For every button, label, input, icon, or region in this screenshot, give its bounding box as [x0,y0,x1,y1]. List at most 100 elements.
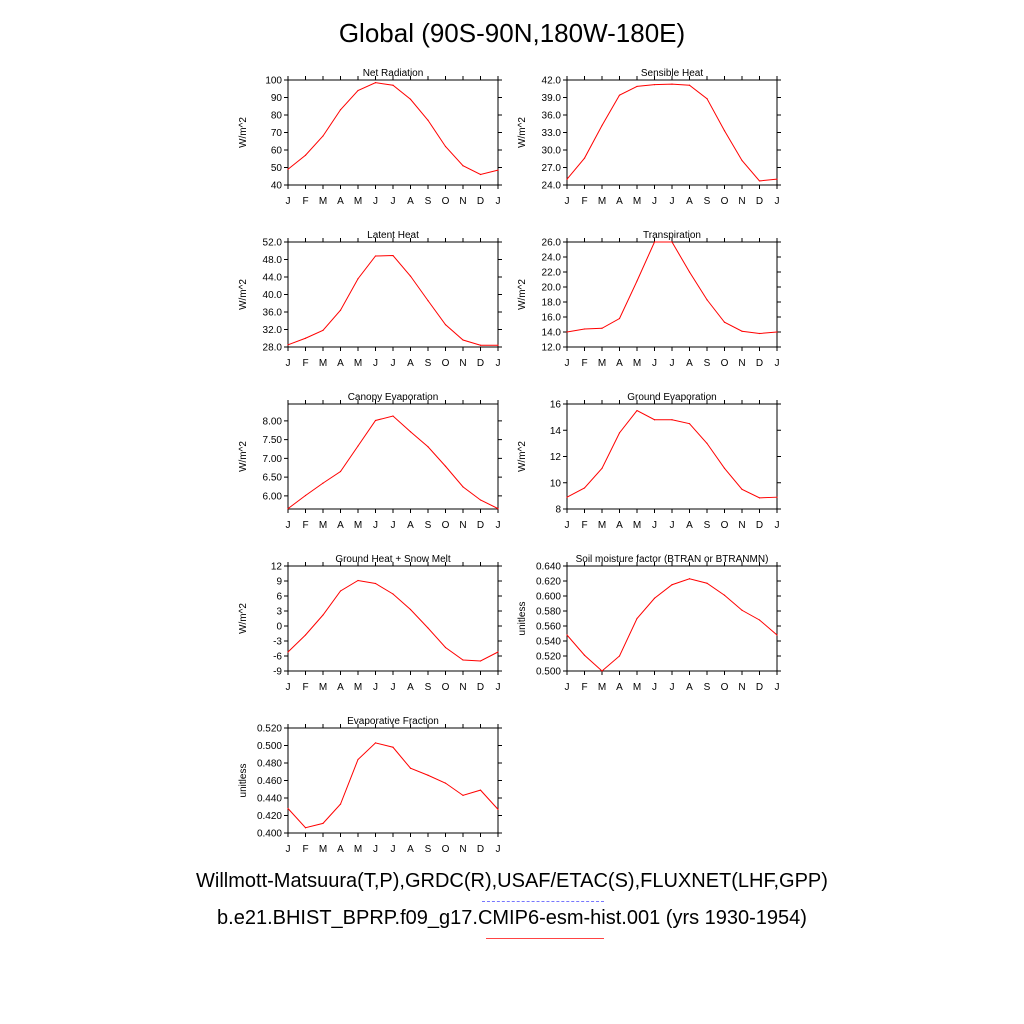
y-tick-label: 0.620 [536,577,561,588]
y-tick-label: 40.0 [263,290,283,301]
data-point [583,157,586,159]
x-tick-label: M [633,682,641,693]
x-tick-label: J [286,196,291,207]
y-tick-label: 8 [555,505,561,516]
x-tick-label: A [407,844,414,855]
data-point [374,742,377,744]
data-point [688,423,691,425]
x-tick-label: O [442,844,450,855]
x-tick-label: O [442,196,450,207]
x-tick-label: S [425,844,432,855]
x-tick-label: J [565,358,570,369]
data-point [444,145,447,148]
x-tick-label: J [652,358,657,369]
x-tick-label: J [286,844,291,855]
x-tick-label: O [721,520,729,531]
x-tick-label: D [477,358,484,369]
y-tick-label: 7.50 [263,435,283,446]
plot-frame [566,565,778,672]
data-point [497,808,499,810]
data-point [566,331,568,333]
panel-title: Canopy Evaporation [348,392,439,403]
y-tick-label: 0.500 [536,667,561,678]
x-tick-label: S [425,682,432,693]
x-tick-label: A [686,520,693,531]
data-point [322,329,324,331]
x-tick-label: M [354,682,362,693]
data-point [304,154,307,156]
y-tick-label: 52.0 [263,238,283,249]
y-tick-label: 0.560 [536,622,561,633]
data-point [322,482,324,484]
y-tick-label: 39.0 [542,93,562,104]
data-point [497,344,499,346]
data-point [427,446,429,448]
data-point [444,782,447,784]
data-point [583,487,586,489]
x-tick-label: J [391,358,396,369]
y-axis-label: unitless [517,602,528,636]
y-tick-label: 48.0 [263,255,283,266]
y-axis-label: W/m^2 [517,117,528,148]
x-tick-label: J [670,358,675,369]
chart-panel-8: Soil moisture factor (BTRAN or BTRANMN) u… [517,554,781,693]
panel-title: Ground Heat + Snow Melt [335,554,451,565]
x-tick-label: J [670,682,675,693]
plot-frame [287,79,499,186]
data-point [618,94,621,96]
y-tick-label: 14.0 [542,328,562,339]
x-tick-label: A [337,520,344,531]
data-point [497,651,499,653]
y-tick-label: 0.520 [536,652,561,663]
data-point [566,496,568,498]
data-point [392,254,394,257]
plot-frame [287,241,499,348]
x-tick-label: F [581,520,587,531]
x-tick-label: N [459,682,466,693]
data-point [601,670,603,672]
x-tick-label: O [442,520,450,531]
y-tick-label: 16 [550,400,562,411]
model-series-line [287,579,499,662]
chart-panel-4: Transpiration W/m^2 12.0 14.0 16.0 18.0 20.0 22… [517,230,781,369]
x-tick-label: M [319,358,327,369]
y-tick-label: 14 [550,426,562,437]
data-point [392,593,394,595]
y-tick-label: 32.0 [263,325,283,336]
data-point [758,180,761,182]
panel-title: Sensible Heat [641,68,703,79]
data-point [583,328,586,330]
x-tick-label: J [565,682,570,693]
x-tick-label: J [373,520,378,531]
x-tick-label: N [738,196,745,207]
y-tick-label: 12 [550,452,562,463]
y-tick-label: -9 [273,667,282,678]
y-tick-label: -6 [273,652,282,663]
x-tick-label: J [496,358,501,369]
y-tick-label: 80 [271,111,283,122]
data-point [322,822,324,824]
y-tick-label: 28.0 [263,343,283,354]
x-tick-label: J [373,196,378,207]
legend-obs-line-marker [482,901,604,902]
data-point [304,827,307,829]
x-tick-label: M [598,358,606,369]
x-tick-label: M [598,520,606,531]
plot-frame [287,727,499,834]
data-point [601,467,603,469]
x-tick-label: A [407,520,414,531]
x-tick-label: F [581,196,587,207]
x-tick-label: F [302,520,308,531]
x-tick-label: N [459,196,466,207]
x-tick-label: D [756,682,763,693]
x-tick-label: S [704,196,711,207]
data-point [374,82,377,84]
data-point [601,327,603,329]
data-point [427,627,429,629]
legend-model-line-marker [486,938,604,939]
panel-title: Latent Heat [367,230,419,241]
x-tick-label: J [775,196,780,207]
y-tick-label: 100 [265,76,282,87]
x-tick-label: M [598,682,606,693]
